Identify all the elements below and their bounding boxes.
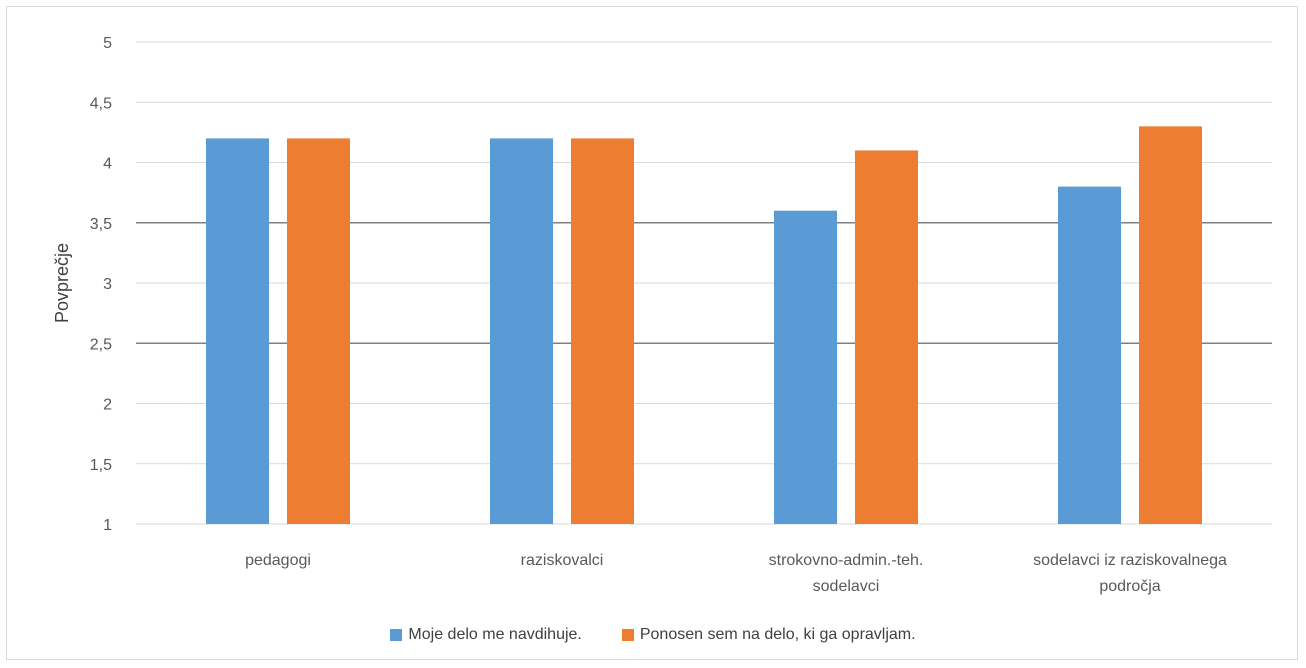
x-tick-label: strokovno-admin.-teh. sodelavci xyxy=(769,552,924,595)
x-tick-labels: pedagogi raziskovalci strokovno-admin.-teh… xyxy=(245,552,1227,595)
y-tick-label: 2,5 xyxy=(90,336,112,353)
legend-swatch-series-1 xyxy=(390,629,403,641)
y-tick-label: 4,5 xyxy=(90,95,112,112)
legend-item-series-1: Moje delo me navdihuje. xyxy=(390,626,582,644)
bar-series-1 xyxy=(1058,186,1121,524)
bars xyxy=(206,126,1202,524)
y-tick-label: 1,5 xyxy=(90,457,112,474)
legend-label-series-2: Ponosen sem na delo, ki ga opravljam. xyxy=(639,626,916,643)
bar-series-1 xyxy=(490,138,553,524)
legend-label-series-1: Moje delo me navdihuje. xyxy=(408,626,582,643)
legend: Moje delo me navdihuje. Ponosen sem na d… xyxy=(0,626,1306,644)
bar-series-2 xyxy=(571,138,634,524)
bar-series-1 xyxy=(206,138,269,524)
y-tick-label: 5 xyxy=(103,35,112,52)
y-tick-label: 3 xyxy=(103,276,112,293)
y-tick-label: 4 xyxy=(103,156,112,173)
x-tick-label: pedagogi xyxy=(245,552,311,569)
y-tick-labels: 1 1,5 2 2,5 3 3,5 4 4,5 5 xyxy=(90,35,112,534)
y-tick-label: 1 xyxy=(103,517,112,534)
x-tick-label: sodelavci iz raziskovalnega področja xyxy=(1033,552,1227,595)
legend-item-series-2: Ponosen sem na delo, ki ga opravljam. xyxy=(621,626,916,644)
bar-series-2 xyxy=(1139,126,1202,524)
bar-series-1 xyxy=(774,210,837,524)
x-tick-label: raziskovalci xyxy=(521,552,604,569)
legend-swatch-series-2 xyxy=(621,629,634,641)
bar-series-2 xyxy=(287,138,350,524)
bar-series-2 xyxy=(855,150,918,524)
y-tick-label: 2 xyxy=(103,397,112,414)
y-axis-title: Povprečje xyxy=(52,243,72,323)
y-tick-label: 3,5 xyxy=(90,216,112,233)
